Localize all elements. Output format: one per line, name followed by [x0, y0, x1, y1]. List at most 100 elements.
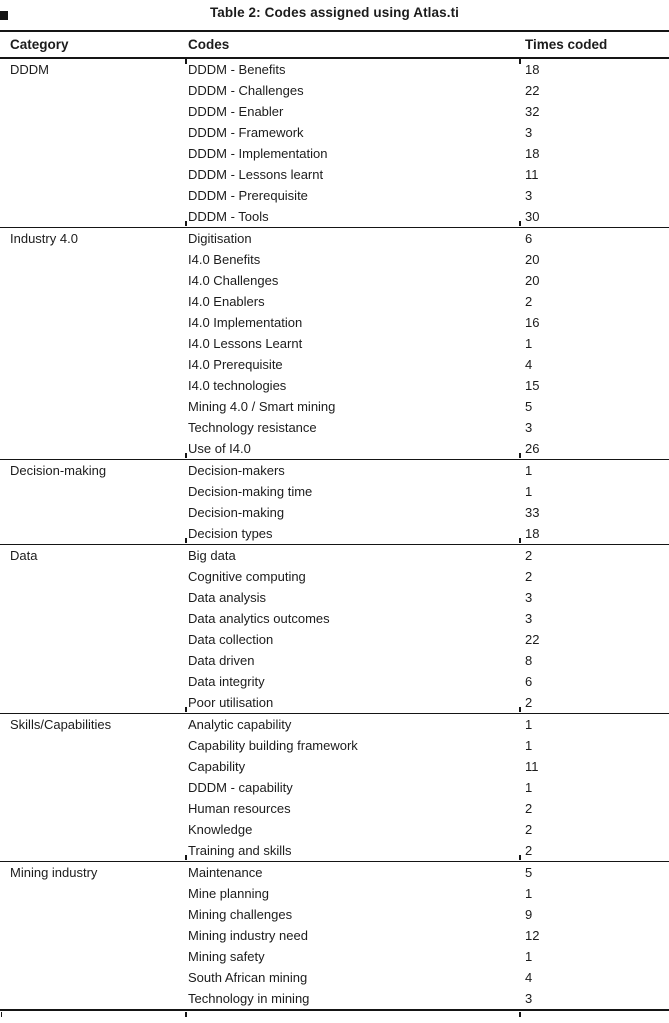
- code-cell: South African mining: [188, 970, 308, 985]
- times-coded-cell: 18: [525, 62, 540, 77]
- table-row: Cognitive computing 2: [0, 566, 669, 587]
- table-row: South African mining 4: [0, 967, 669, 988]
- codes-table: Category Codes Times coded DDDM DDDM - Be…: [0, 30, 669, 1017]
- table-row: Mining challenges 9: [0, 904, 669, 925]
- times-coded-cell: 11: [525, 759, 539, 774]
- times-coded-cell: 2: [525, 695, 533, 710]
- code-cell: I4.0 technologies: [188, 378, 287, 393]
- code-cell: Mining 4.0 / Smart mining: [188, 399, 336, 414]
- times-coded-cell: 5: [525, 399, 533, 414]
- code-cell: Decision-making time: [188, 484, 313, 499]
- category-cell: Skills/Capabilities: [10, 717, 112, 732]
- code-cell: DDDM - Implementation: [188, 146, 328, 161]
- table-body: DDDM DDDM - Benefits 18 DDDM - Challenges 22…: [0, 59, 669, 1009]
- times-coded-cell: 26: [525, 441, 540, 456]
- code-cell: Data integrity: [188, 674, 265, 689]
- code-cell: Poor utilisation: [188, 695, 274, 710]
- table-row: Mining industry need 12: [0, 925, 669, 946]
- code-cell: DDDM - capability: [188, 780, 293, 795]
- table-row: I4.0 Enablers 2: [0, 291, 669, 312]
- times-coded-cell: 18: [525, 526, 540, 541]
- code-cell: DDDM - Benefits: [188, 62, 286, 77]
- times-coded-cell: 22: [525, 83, 540, 98]
- category-section: Mining industry Maintenance 5 Mine planning…: [0, 855, 669, 1009]
- table-row: Technology in mining 3: [0, 988, 669, 1009]
- category-cell: DDDM: [10, 62, 49, 77]
- table-row: DDDM - Enabler 32: [0, 101, 669, 122]
- category-cell: Decision-making: [10, 463, 107, 478]
- code-cell: Technology resistance: [188, 420, 317, 435]
- table-row: Data collection 22: [0, 629, 669, 650]
- table-row: Mining 4.0 / Smart mining 5: [0, 396, 669, 417]
- code-cell: Use of I4.0: [188, 441, 251, 456]
- times-coded-cell: 6: [525, 231, 533, 246]
- times-coded-cell: 1: [525, 949, 533, 964]
- times-coded-cell: 6: [525, 674, 533, 689]
- times-coded-cell: 1: [525, 780, 533, 795]
- category-cell: Data: [10, 548, 38, 563]
- category-cell: Mining industry: [10, 865, 98, 880]
- times-coded-cell: 2: [525, 843, 533, 858]
- column-header-category: Category: [10, 37, 69, 52]
- table-row: DDDM DDDM - Benefits 18: [0, 59, 669, 80]
- times-coded-cell: 5: [525, 865, 533, 880]
- code-cell: Mining industry need: [188, 928, 308, 943]
- table-row: I4.0 Prerequisite 4: [0, 354, 669, 375]
- column-header-times-coded: Times coded: [525, 37, 608, 52]
- table-row: Data analytics outcomes 3: [0, 608, 669, 629]
- times-coded-cell: 2: [525, 822, 533, 837]
- times-coded-cell: 22: [525, 632, 540, 647]
- times-coded-cell: 16: [525, 315, 540, 330]
- times-coded-cell: 32: [525, 104, 540, 119]
- times-coded-cell: 3: [525, 188, 533, 203]
- table-row: Mining safety 1: [0, 946, 669, 967]
- times-coded-cell: 3: [525, 991, 533, 1006]
- code-cell: Decision types: [188, 526, 273, 541]
- table-caption: Table 2: Codes assigned using Atlas.ti: [209, 5, 460, 20]
- table-row: Data driven 8: [0, 650, 669, 671]
- table-row: Decision-making 33: [0, 502, 669, 523]
- code-cell: Training and skills: [188, 843, 292, 858]
- times-coded-cell: 2: [525, 801, 533, 816]
- code-cell: DDDM - Challenges: [188, 83, 304, 98]
- times-coded-cell: 33: [525, 505, 540, 520]
- times-coded-cell: 1: [525, 484, 533, 499]
- category-section: Skills/Capabilities Analytic capability 1 C…: [0, 707, 669, 861]
- table-row: DDDM - Tools 30: [0, 206, 669, 227]
- times-coded-cell: 4: [525, 970, 533, 985]
- table-row: Data analysis 3: [0, 587, 669, 608]
- code-cell: Human resources: [188, 801, 291, 816]
- times-coded-cell: 20: [525, 273, 540, 288]
- table-row: I4.0 Lessons Learnt 1: [0, 333, 669, 354]
- table-row: DDDM - Lessons learnt 11: [0, 164, 669, 185]
- table-row: Decision types 18: [0, 523, 669, 544]
- times-coded-cell: 1: [525, 738, 533, 753]
- table-row: I4.0 Challenges 20: [0, 270, 669, 291]
- table-row: DDDM - capability 1: [0, 777, 669, 798]
- table-row: DDDM - Framework 3: [0, 122, 669, 143]
- code-cell: Data analytics outcomes: [188, 611, 330, 626]
- code-cell: I4.0 Lessons Learnt: [188, 336, 303, 351]
- code-cell: Mining safety: [188, 949, 265, 964]
- table-row: Human resources 2: [0, 798, 669, 819]
- code-cell: Decision-makers: [188, 463, 285, 478]
- table-row: Data Big data 2: [0, 545, 669, 566]
- table-row: Mine planning 1: [0, 883, 669, 904]
- table-row: DDDM - Prerequisite 3: [0, 185, 669, 206]
- times-coded-cell: 3: [525, 590, 533, 605]
- code-cell: Data collection: [188, 632, 274, 647]
- column-header-codes: Codes: [188, 37, 230, 52]
- table-row: DDDM - Challenges 22: [0, 80, 669, 101]
- times-coded-cell: 20: [525, 252, 540, 267]
- code-cell: Capability: [188, 759, 246, 774]
- table-row: I4.0 Benefits 20: [0, 249, 669, 270]
- code-cell: Technology in mining: [188, 991, 310, 1006]
- times-coded-cell: 2: [525, 569, 533, 584]
- code-cell: Mine planning: [188, 886, 269, 901]
- code-cell: I4.0 Enablers: [188, 294, 265, 309]
- table-row: Industry 4.0 Digitisation 6: [0, 228, 669, 249]
- code-cell: Mining challenges: [188, 907, 293, 922]
- code-cell: DDDM - Framework: [188, 125, 304, 140]
- code-cell: Capability building framework: [188, 738, 358, 753]
- table-row: I4.0 Implementation 16: [0, 312, 669, 333]
